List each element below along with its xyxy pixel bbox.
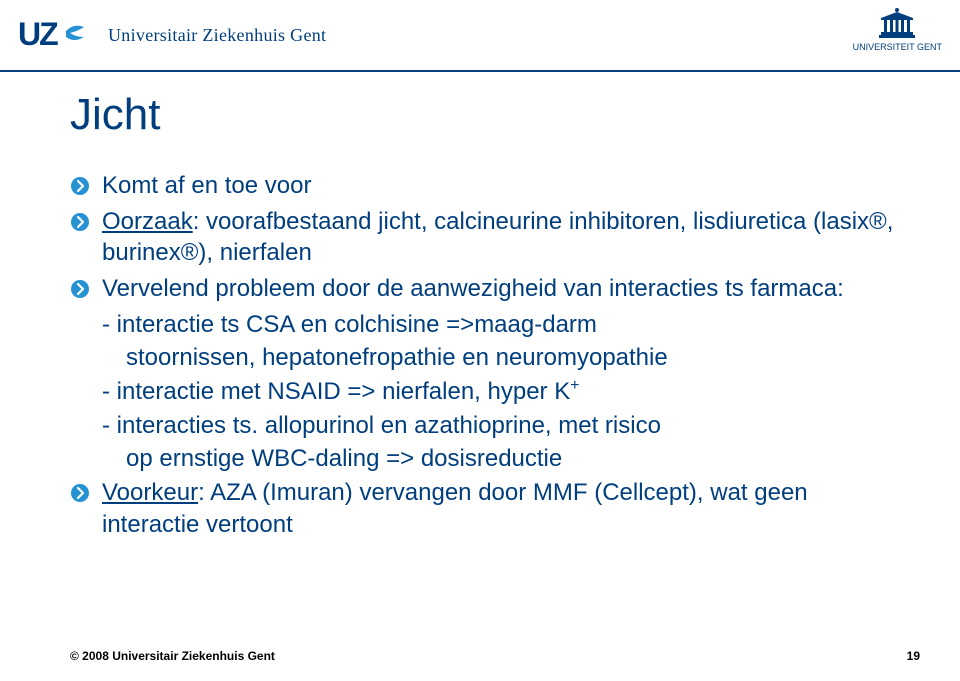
uz-logo-mark: UZ <box>18 15 90 55</box>
sub-line: - interactie ts CSA en colchisine =>maag… <box>70 309 900 341</box>
bullet-list: Komt af en toe voor Oorzaak: voorafbesta… <box>70 170 900 305</box>
university-logo: UNIVERSITEIT GENT <box>853 6 942 52</box>
sub-line: - interactie met NSAID => nierfalen, hyp… <box>70 376 900 408</box>
sub-line-indent: stoornissen, hepatonefropathie en neurom… <box>70 342 900 374</box>
footer-copyright: © 2008 Universitair Ziekenhuis Gent <box>70 649 275 663</box>
bullet-item: Vervelend probleem door de aanwezigheid … <box>70 273 900 305</box>
slide-title: Jicht <box>70 90 900 140</box>
university-label: UNIVERSITEIT GENT <box>853 42 942 52</box>
brand-text: Universitair Ziekenhuis Gent <box>108 25 326 46</box>
slide-header: UZ Universitair Ziekenhuis Gent UNIVERSI… <box>0 0 960 72</box>
slide-content: Jicht Komt af en toe voor Oorzaak: voora… <box>70 90 900 544</box>
sub-line: - interacties ts. allopurinol en azathio… <box>70 410 900 442</box>
slide: UZ Universitair Ziekenhuis Gent UNIVERSI… <box>0 0 960 681</box>
bullet-item: Oorzaak: voorafbestaand jicht, calcineur… <box>70 206 900 269</box>
bullet-item: Voorkeur: AZA (Imuran) vervangen door MM… <box>70 477 900 540</box>
svg-text:UZ: UZ <box>18 16 58 52</box>
uz-logo: UZ <box>18 15 90 55</box>
temple-icon <box>877 6 917 40</box>
bullet-item: Komt af en toe voor <box>70 170 900 202</box>
bullet-list-cont: Voorkeur: AZA (Imuran) vervangen door MM… <box>70 477 900 540</box>
sub-line-indent: op ernstige WBC-daling => dosisreductie <box>70 443 900 475</box>
page-number: 19 <box>907 649 920 663</box>
